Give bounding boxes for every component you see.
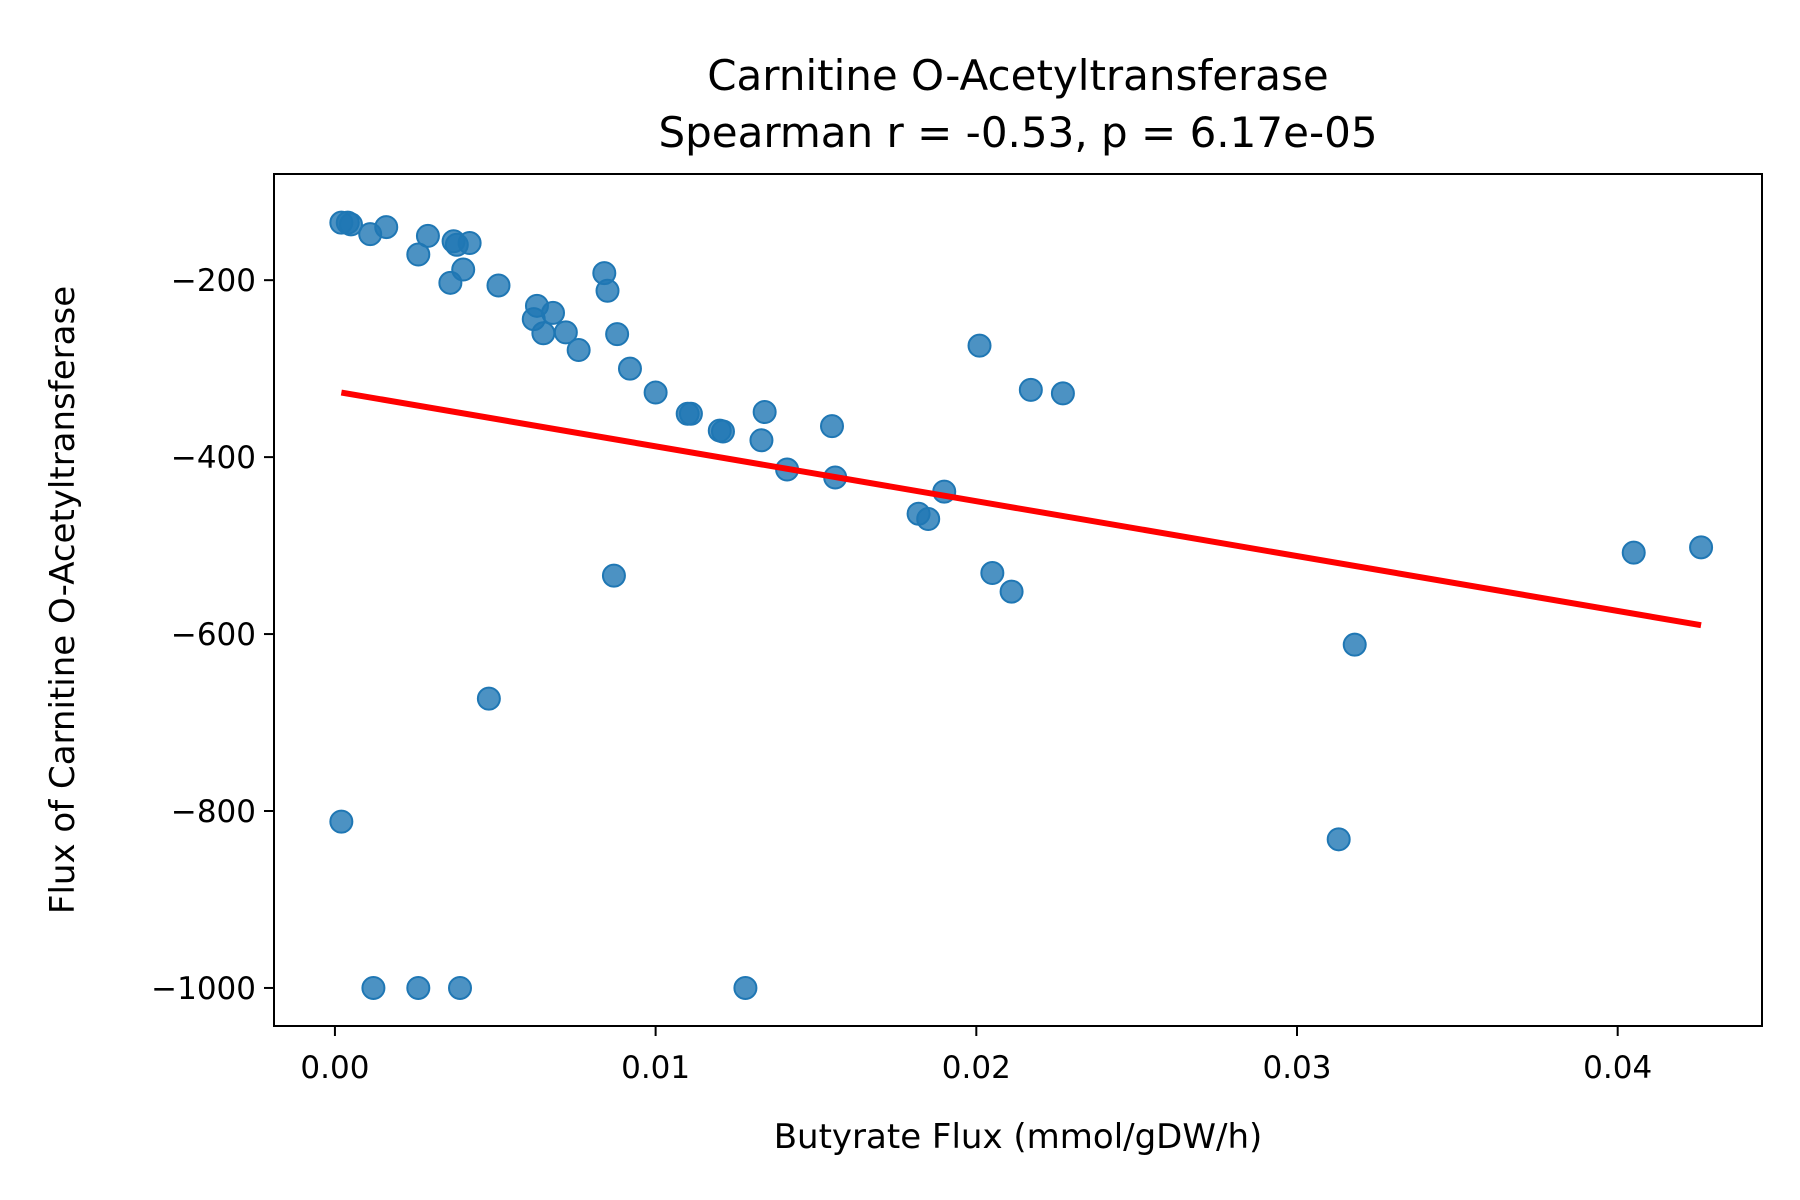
data-point (1344, 634, 1366, 656)
y-tick-label: −200 (171, 263, 256, 299)
x-tick-label: 0.01 (621, 1050, 690, 1086)
x-axis-label: Butyrate Flux (mmol/gDW/h) (774, 1117, 1263, 1157)
data-point (362, 977, 384, 999)
data-point (568, 339, 590, 361)
y-tick-label: −600 (171, 617, 256, 653)
data-point (407, 977, 429, 999)
data-point (712, 420, 734, 442)
x-tick-label: 0.04 (1583, 1050, 1652, 1086)
data-point (1328, 828, 1350, 850)
data-point (603, 565, 625, 587)
data-point (597, 280, 619, 302)
x-tick-label: 0.02 (942, 1050, 1011, 1086)
data-point (619, 358, 641, 380)
data-point (330, 811, 352, 833)
data-point (981, 562, 1003, 584)
data-point (917, 508, 939, 530)
y-axis-label: Flux of Carnitine O-Acetyltransferase (43, 286, 83, 914)
data-point (1001, 581, 1023, 603)
data-point (417, 225, 439, 247)
chart-title: Carnitine O-Acetyltransferase (707, 51, 1329, 100)
data-point (969, 335, 991, 357)
data-point (1690, 536, 1712, 558)
data-point (459, 232, 481, 254)
data-point (452, 259, 474, 281)
data-point (1020, 379, 1042, 401)
chart-subtitle: Spearman r = -0.53, p = 6.17e-05 (658, 108, 1377, 157)
data-point (487, 274, 509, 296)
data-point (645, 382, 667, 404)
x-axis: 0.00 0.01 0.02 0.03 0.04 (300, 1026, 1652, 1086)
data-point (478, 688, 500, 710)
data-point (821, 415, 843, 437)
data-point (375, 216, 397, 238)
data-point (754, 401, 776, 423)
data-point (606, 323, 628, 345)
plot-area (330, 212, 1712, 999)
x-tick-label: 0.00 (300, 1050, 369, 1086)
data-point (1623, 542, 1645, 564)
data-point (532, 322, 554, 344)
y-tick-label: −800 (171, 794, 256, 830)
y-tick-label: −400 (171, 440, 256, 476)
data-point (680, 403, 702, 425)
data-point (542, 302, 564, 324)
data-point (1052, 382, 1074, 404)
y-tick-label: −1000 (151, 971, 256, 1007)
y-axis: −200 −400 −600 −800 −1000 (151, 263, 274, 1007)
data-point (750, 429, 772, 451)
x-tick-label: 0.03 (1262, 1050, 1331, 1086)
data-point (449, 977, 471, 999)
data-point (734, 977, 756, 999)
